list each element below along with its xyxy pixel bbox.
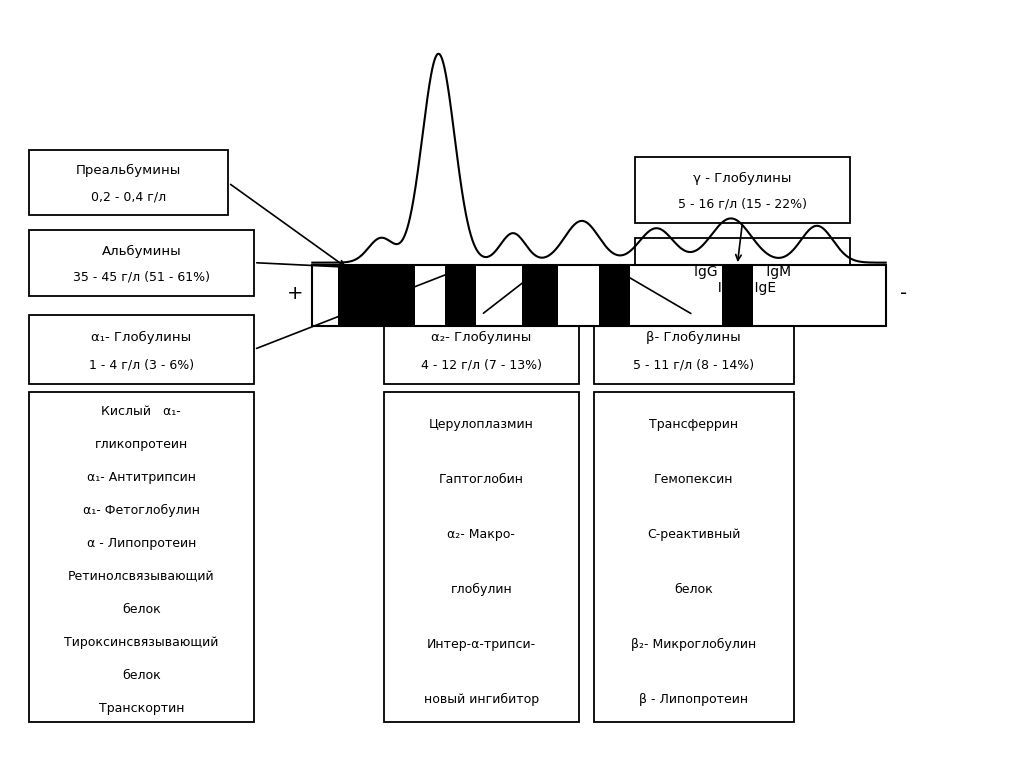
Text: белок: белок	[675, 584, 713, 596]
Text: IgG   IgA   IgM
  IgD   IgE: IgG IgA IgM IgD IgE	[694, 265, 791, 296]
Bar	[312, 265, 886, 326]
Text: β₂- Микроглобулин: β₂- Микроглобулин	[631, 638, 757, 651]
Bar	[29, 230, 254, 296]
Text: Трансферрин: Трансферрин	[649, 419, 738, 431]
Text: Ретинолсвязывающий: Ретинолсвязывающий	[68, 570, 215, 583]
Bar	[445, 265, 476, 326]
Text: 1 - 4 г/л (3 - 6%): 1 - 4 г/л (3 - 6%)	[89, 358, 194, 371]
Bar	[29, 315, 254, 384]
Text: Кислый   α₁-: Кислый α₁-	[101, 405, 181, 418]
Text: α₁- Глобулины: α₁- Глобулины	[91, 330, 191, 343]
Bar	[384, 315, 579, 384]
Text: Интер-α-трипси-: Интер-α-трипси-	[427, 638, 536, 651]
Text: 35 - 45 г/л (51 - 61%): 35 - 45 г/л (51 - 61%)	[73, 271, 210, 284]
Text: β - Липопротеин: β - Липопротеин	[639, 694, 749, 707]
Bar	[594, 315, 794, 384]
Text: α₁- Фетоглобулин: α₁- Фетоглобулин	[83, 504, 200, 517]
Text: белок: белок	[122, 669, 161, 682]
Text: белок: белок	[122, 603, 161, 616]
Text: Тироксинсвязывающий: Тироксинсвязывающий	[65, 636, 218, 649]
Text: -: -	[900, 284, 906, 303]
Text: Гемопексин: Гемопексин	[654, 473, 733, 486]
Bar	[522, 265, 558, 326]
Text: Альбумины: Альбумины	[101, 245, 181, 258]
Bar	[29, 150, 228, 215]
Text: глобулин: глобулин	[451, 583, 512, 597]
Text: +: +	[287, 284, 303, 303]
Text: 5 - 16 г/л (15 - 22%): 5 - 16 г/л (15 - 22%)	[678, 198, 807, 211]
Text: 0,2 - 0,4 г/л: 0,2 - 0,4 г/л	[91, 190, 166, 204]
Text: С-реактивный: С-реактивный	[647, 528, 740, 541]
Text: Транскортин: Транскортин	[98, 702, 184, 715]
Text: 4 - 12 г/л (7 - 13%): 4 - 12 г/л (7 - 13%)	[421, 358, 542, 371]
Bar	[599, 265, 630, 326]
Text: β- Глобулины: β- Глобулины	[646, 330, 741, 343]
Text: Гаптоглобин: Гаптоглобин	[438, 473, 524, 486]
Text: α₂- Макро-: α₂- Макро-	[447, 528, 515, 541]
Text: новый ингибитор: новый ингибитор	[424, 694, 539, 707]
Text: γ - Глобулины: γ - Глобулины	[693, 172, 792, 185]
Bar	[722, 265, 753, 326]
Bar	[635, 238, 850, 323]
Bar	[384, 392, 579, 722]
Bar	[635, 157, 850, 223]
Bar	[594, 392, 794, 722]
Text: α₁- Антитрипсин: α₁- Антитрипсин	[87, 471, 196, 484]
Text: 5 - 11 г/л (8 - 14%): 5 - 11 г/л (8 - 14%)	[633, 358, 755, 371]
Text: α - Липопротеин: α - Липопротеин	[87, 537, 196, 550]
Text: α₂- Глобулины: α₂- Глобулины	[431, 330, 531, 343]
Text: гликопротеин: гликопротеин	[94, 438, 188, 451]
Text: Церулоплазмин: Церулоплазмин	[429, 419, 534, 431]
Bar	[29, 392, 254, 722]
Text: Преальбумины: Преальбумины	[76, 164, 181, 177]
Bar	[338, 265, 415, 326]
